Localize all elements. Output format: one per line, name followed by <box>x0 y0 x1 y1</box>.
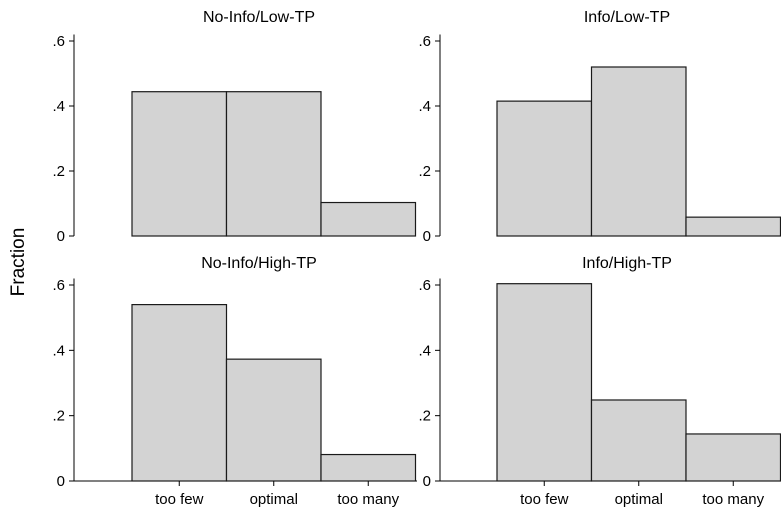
y-tick-label: 0 <box>423 473 431 490</box>
y-tick-label: .2 <box>418 408 431 425</box>
y-tick-label: .2 <box>52 163 65 180</box>
bar-too-few <box>496 100 593 237</box>
bar-too-few <box>496 283 593 482</box>
bar-too-many <box>685 433 781 482</box>
panel-3: No-Info/High-TP 0 .2 .4 .6 too few optimal too … <box>52 255 417 508</box>
y-tick-label: .6 <box>418 33 431 50</box>
chart-panels: No-Info/Low-TP0.2.4.6Info/Low-TP0.2.4.6N… <box>52 9 781 508</box>
bar-optimal <box>590 66 687 237</box>
y-tick-label: 0 <box>57 473 65 490</box>
y-tick-label: .6 <box>418 277 431 294</box>
y-tick-label: .6 <box>52 33 65 50</box>
x-tick-label: too few <box>155 491 204 508</box>
panel-1: No-Info/Low-TP 0 .2 .4 .6 <box>52 9 417 245</box>
bar-too-many <box>320 201 417 237</box>
x-tick-label: optimal <box>250 491 298 508</box>
bar-optimal <box>225 91 322 237</box>
bar-too-few <box>131 304 228 482</box>
x-tick-label: optimal <box>615 491 663 508</box>
panel-title: Info/Low-TP <box>584 9 670 26</box>
x-tick-label: too many <box>702 491 764 508</box>
panel-title: Info/High-TP <box>582 255 672 272</box>
panel-4: Info/High-TP 0 .2 .4 .6 too few optimal too man… <box>418 255 781 508</box>
bar-too-few <box>131 91 228 237</box>
panel-title: No-Info/High-TP <box>201 255 317 272</box>
y-tick-label: .6 <box>52 277 65 294</box>
y-tick-label: 0 <box>57 228 65 245</box>
y-tick-label: .4 <box>418 98 431 115</box>
y-tick-label: .2 <box>418 163 431 180</box>
y-axis-title: Fraction <box>8 228 29 297</box>
y-tick-label: .4 <box>52 98 65 115</box>
x-tick-label: too many <box>337 491 399 508</box>
y-tick-label: .4 <box>52 342 65 359</box>
bar-too-many <box>320 453 417 482</box>
panel-2: Info/Low-TP 0 .2 .4 .6 <box>418 9 781 245</box>
y-tick-label: 0 <box>423 228 431 245</box>
bar-optimal <box>225 358 322 482</box>
y-tick-label: .4 <box>418 342 431 359</box>
panel-title: No-Info/Low-TP <box>203 9 315 26</box>
bar-optimal <box>590 399 687 482</box>
x-tick-label: too few <box>520 491 569 508</box>
y-tick-label: .2 <box>52 408 65 425</box>
bar-too-many <box>685 216 781 237</box>
